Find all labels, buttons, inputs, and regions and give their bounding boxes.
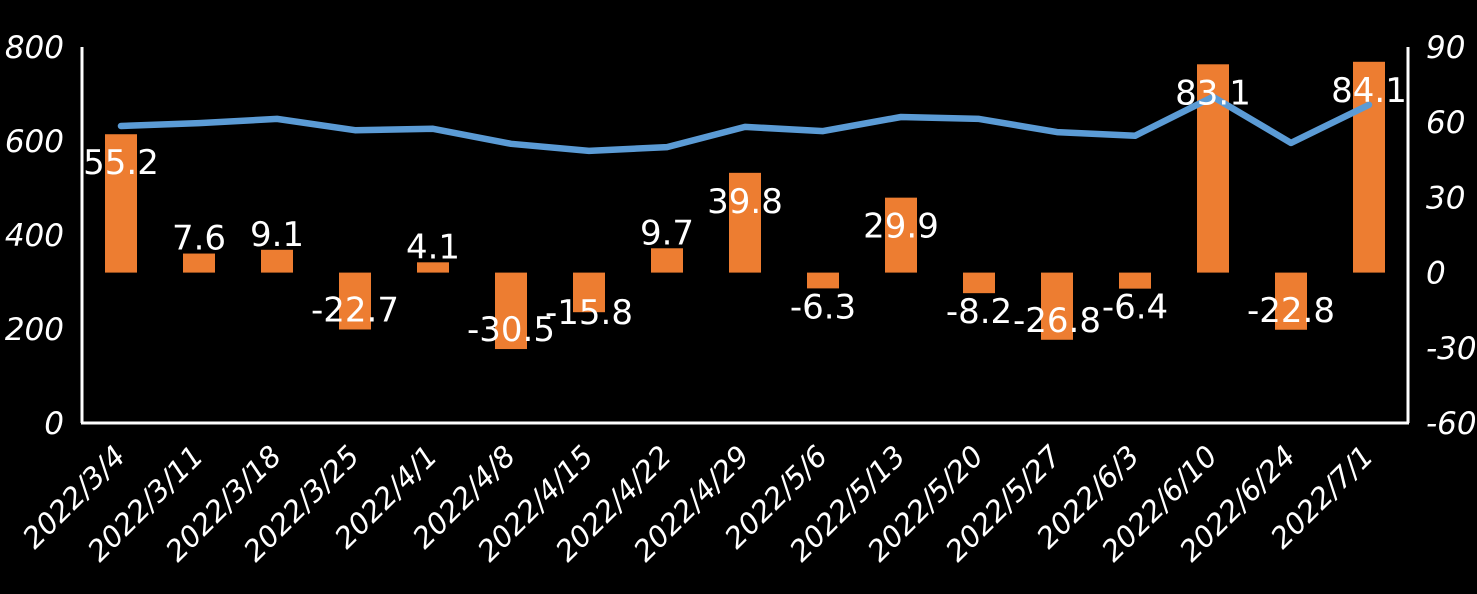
line-series [117, 93, 1373, 155]
bar [807, 272, 839, 289]
bar [495, 272, 527, 350]
bar-data-label: 83.1 [1175, 73, 1251, 113]
bar-data-label: 4.1 [406, 227, 460, 267]
bar-data-label: -30.5 [467, 310, 555, 350]
bar [729, 172, 761, 273]
bar-data-label: -8.2 [946, 292, 1012, 332]
bar [1353, 61, 1385, 273]
bar-data-label: 39.8 [707, 182, 783, 222]
left-axis-tick-label: 400 [5, 218, 64, 254]
bar [1119, 272, 1151, 289]
bar-data-label: -26.8 [1013, 301, 1101, 341]
right-axis-tick-label: 30 [1426, 180, 1465, 216]
bar-data-label: 84.1 [1331, 71, 1407, 111]
bar-data-label: -6.4 [1102, 288, 1168, 328]
bar-data-label: -22.8 [1247, 291, 1335, 331]
right-axis-tick-label: -30 [1426, 331, 1477, 367]
bar [651, 248, 683, 273]
bar [1275, 272, 1307, 330]
right-axis-tick-label: 60 [1426, 105, 1465, 141]
bar [1041, 272, 1073, 340]
bar-data-label: -6.3 [790, 287, 856, 327]
left-axis-tick-label: 600 [5, 124, 64, 160]
bar [183, 253, 215, 273]
left-axis-tick-label: 800 [5, 30, 64, 66]
bar [963, 272, 995, 294]
right-axis-tick-label: 90 [1426, 30, 1465, 66]
bar-data-label: -22.7 [311, 291, 399, 331]
bar [261, 249, 293, 273]
bar [885, 197, 917, 273]
bar [105, 134, 137, 273]
bar-data-label: 29.9 [863, 207, 939, 247]
right-axis-tick-label: 0 [1426, 256, 1446, 292]
bar-data-label: -15.8 [545, 293, 633, 333]
left-axis-tick-label: 200 [5, 312, 64, 348]
bar-data-label: 9.7 [640, 213, 694, 253]
bar [417, 262, 449, 273]
right-axis-tick-label: -60 [1426, 406, 1477, 442]
left-axis-tick-label: 0 [44, 406, 64, 442]
bar-data-label: 55.2 [83, 143, 159, 183]
bar-data-label: 7.6 [172, 219, 226, 259]
bar-data-label: 9.1 [250, 215, 304, 255]
bar [339, 272, 371, 330]
bar [573, 272, 605, 313]
